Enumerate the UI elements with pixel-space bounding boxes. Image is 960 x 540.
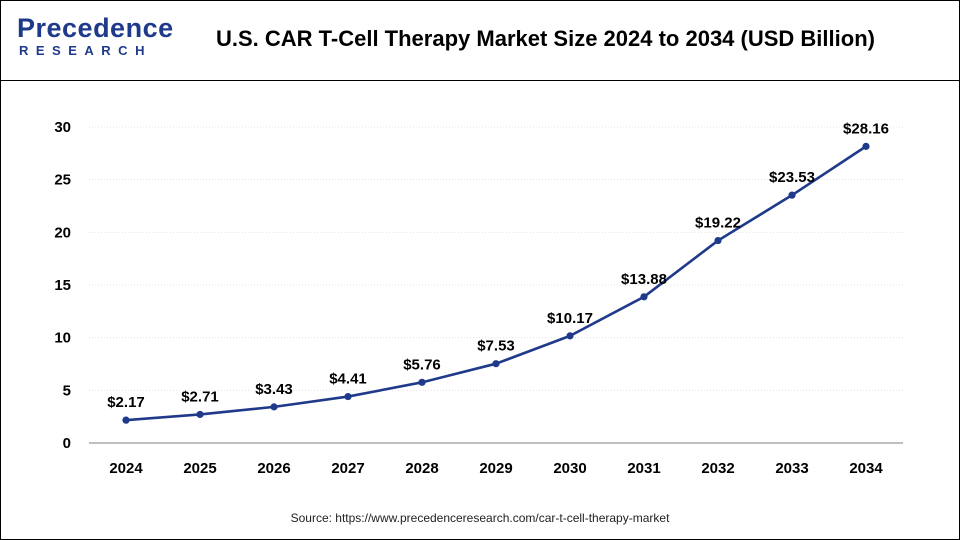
data-point <box>418 378 426 386</box>
x-tick-label: 2029 <box>479 460 512 477</box>
data-label: $23.53 <box>769 169 815 186</box>
data-point <box>862 142 870 150</box>
data-label: $10.17 <box>547 310 593 327</box>
data-label: $19.22 <box>695 215 741 232</box>
data-point <box>196 410 204 419</box>
data-label: $3.43 <box>255 381 293 398</box>
data-point <box>566 332 574 340</box>
data-label: $4.41 <box>329 371 367 388</box>
data-label: $2.71 <box>181 388 219 405</box>
x-tick-label: 2030 <box>553 460 586 477</box>
logo-sub-text: RESEARCH <box>19 43 152 58</box>
series-layer <box>122 142 870 424</box>
x-tick-label: 2024 <box>109 460 143 477</box>
x-tick-label: 2027 <box>331 460 364 477</box>
y-tick-label: 0 <box>63 435 71 452</box>
x-tick-label: 2032 <box>701 460 734 477</box>
y-tick-label: 10 <box>54 330 71 347</box>
gridlines <box>89 126 903 391</box>
y-tick-label: 30 <box>54 119 71 136</box>
x-tick-label: 2034 <box>849 460 883 477</box>
data-label: $28.16 <box>843 120 889 137</box>
y-tick-label: 5 <box>63 382 71 399</box>
data-labels: $2.17 $2.71 $3.43 $4.41 $5.76 $7.53 $10.17 $13.… <box>107 120 889 411</box>
data-label: $5.76 <box>403 356 441 373</box>
x-tick-label: 2028 <box>405 460 438 477</box>
data-point <box>344 392 352 401</box>
data-label: $2.17 <box>107 394 145 411</box>
x-tick-label: 2033 <box>775 460 808 477</box>
logo-main-text: Precedence <box>17 13 174 43</box>
header: Precedence RESEARCH U.S. CAR T-Cell Ther… <box>1 1 959 81</box>
x-tick-label: 2025 <box>183 460 216 477</box>
source-note: Source: https://www.precedenceresearch.c… <box>290 511 670 525</box>
data-point <box>492 360 500 368</box>
series-line <box>124 145 868 422</box>
y-tick-label: 15 <box>54 277 71 294</box>
y-tick-label: 20 <box>54 224 71 241</box>
brand-logo: Precedence RESEARCH <box>17 13 173 65</box>
data-point <box>788 191 796 199</box>
chart-title: U.S. CAR T-Cell Therapy Market Size 2024… <box>216 26 875 51</box>
data-point <box>714 236 722 245</box>
data-point <box>122 416 130 424</box>
y-tick-label: 25 <box>54 172 71 189</box>
data-label: $13.88 <box>621 271 667 288</box>
data-point <box>640 293 648 301</box>
x-tick-label: 2026 <box>257 460 290 477</box>
x-tick-label: 2031 <box>627 460 660 477</box>
data-point <box>270 403 278 411</box>
data-label: $7.53 <box>477 338 515 355</box>
